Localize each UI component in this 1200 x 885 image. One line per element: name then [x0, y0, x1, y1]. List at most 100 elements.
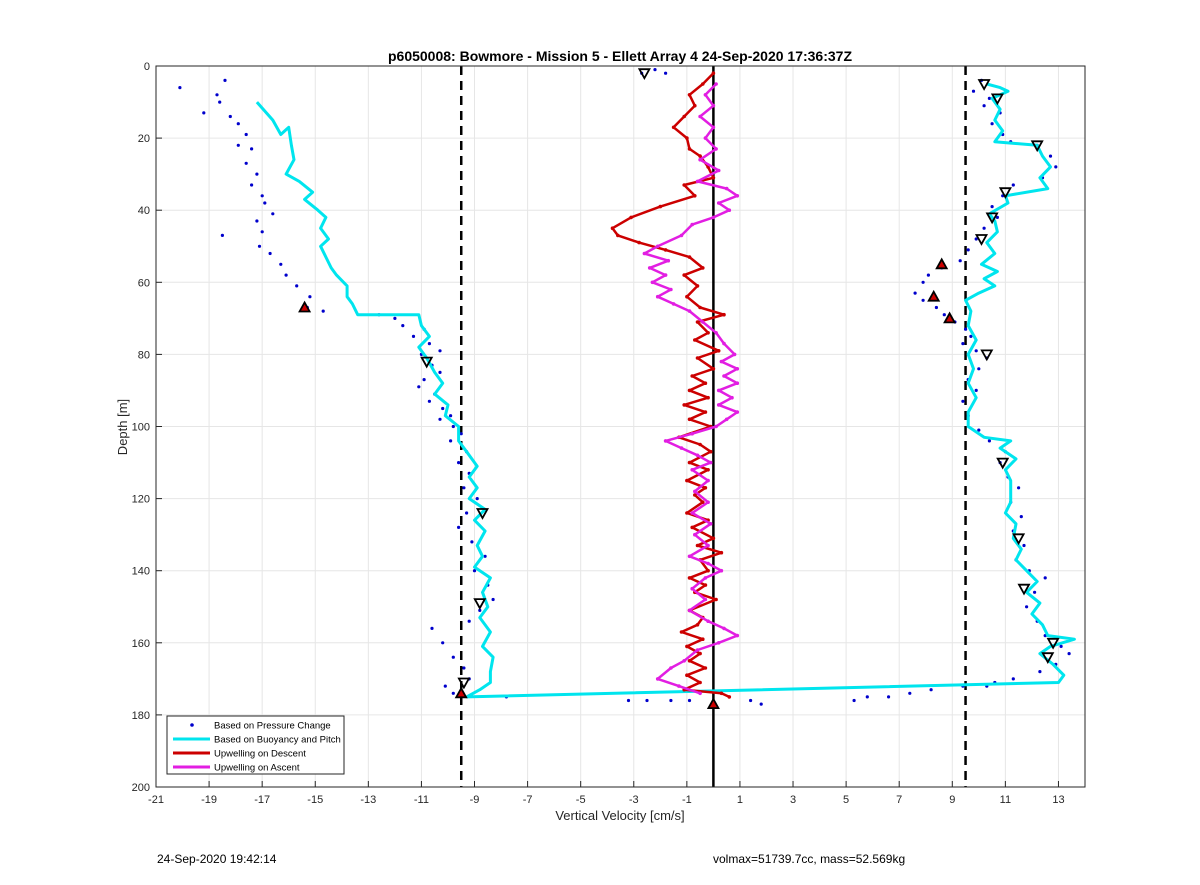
- data-point: [321, 309, 325, 313]
- y-tick-label: 0: [144, 61, 150, 73]
- data-point: [669, 287, 673, 292]
- data-point: [682, 273, 686, 277]
- data-point: [942, 313, 946, 317]
- data-point: [706, 478, 710, 483]
- tick-labels: -21 -19 -17 -15 -13 -11 -9 -7 -5 -3 -1 1 3 5 7 9 11 13020…: [132, 61, 1065, 806]
- x-tick-label: -1: [682, 794, 692, 806]
- data-point: [724, 417, 729, 422]
- data-point: [441, 406, 445, 411]
- data-point: [706, 619, 710, 623]
- data-point: [459, 432, 463, 436]
- data-point: [719, 568, 724, 573]
- data-point: [990, 205, 994, 209]
- data-point: [250, 183, 254, 187]
- data-point: [682, 183, 686, 187]
- data-point: [457, 461, 461, 465]
- data-point: [690, 511, 694, 515]
- footer-timestamp: 24-Sep-2020 19:42:14: [157, 852, 277, 866]
- data-point: [722, 626, 726, 631]
- data-point: [1022, 543, 1026, 548]
- data-point: [244, 161, 248, 165]
- x-tick-label: 9: [949, 794, 955, 806]
- x-tick-label: -19: [201, 794, 217, 806]
- data-point: [467, 619, 471, 623]
- x-tick-label: -17: [254, 794, 270, 806]
- data-point: [735, 410, 740, 414]
- y-axis-label: Depth [m]: [115, 399, 130, 455]
- data-point: [284, 273, 288, 277]
- downward-triangle-marker: [475, 508, 490, 520]
- data-point: [449, 439, 453, 443]
- data-point: [255, 219, 259, 223]
- data-point: [677, 684, 681, 688]
- series-line: [255, 82, 1076, 699]
- data-point: [987, 96, 992, 100]
- data-point: [438, 417, 442, 421]
- data-point: [708, 460, 713, 465]
- downward-triangle-marker: [1041, 652, 1055, 665]
- y-tick-label: 20: [138, 133, 150, 145]
- data-point: [708, 522, 713, 526]
- data-point: [268, 251, 272, 256]
- data-point: [257, 244, 262, 248]
- data-point: [1033, 590, 1037, 594]
- data-point: [687, 309, 692, 313]
- downward-triangle-marker: [985, 212, 999, 225]
- data-point: [1059, 644, 1063, 649]
- data-point: [693, 103, 697, 108]
- y-tick-label: 160: [132, 638, 150, 650]
- data-point: [215, 93, 219, 97]
- data-point: [714, 82, 718, 86]
- data-point: [658, 204, 663, 209]
- x-tick-label: -21: [148, 794, 164, 806]
- data-point: [706, 331, 710, 335]
- data-point: [470, 540, 474, 544]
- data-point: [655, 294, 660, 299]
- data-point: [685, 644, 689, 649]
- x-tick-label: 13: [1052, 794, 1064, 806]
- downward-triangle-marker: [420, 356, 434, 369]
- data-point: [695, 543, 700, 548]
- data-point: [735, 194, 740, 198]
- data-point: [716, 403, 721, 407]
- data-point: [722, 341, 726, 346]
- data-point: [462, 666, 466, 670]
- data-point: [687, 417, 692, 422]
- data-point: [722, 312, 726, 317]
- data-point: [279, 262, 283, 266]
- data-point: [669, 698, 673, 703]
- data-point: [716, 349, 721, 353]
- series-based-on-pressure-change: [178, 68, 1071, 706]
- data-point: [663, 273, 668, 277]
- data-point: [637, 240, 641, 245]
- data-point: [685, 478, 689, 483]
- data-point: [913, 291, 917, 295]
- data-point: [708, 449, 713, 454]
- data-point: [491, 597, 495, 602]
- data-point: [695, 356, 700, 360]
- data-point: [987, 439, 992, 443]
- data-point: [430, 626, 434, 631]
- data-point: [1067, 652, 1071, 656]
- data-point: [695, 623, 700, 627]
- data-point: [982, 104, 986, 108]
- data-point: [655, 677, 660, 681]
- data-point: [974, 388, 978, 392]
- x-tick-label: 11: [1000, 794, 1011, 806]
- y-tick-label: 80: [138, 349, 150, 361]
- data-point: [228, 114, 232, 119]
- legend-label: Upwelling on Ascent: [214, 763, 300, 774]
- data-point: [735, 381, 740, 386]
- data-point: [732, 352, 737, 357]
- data-point: [711, 125, 716, 130]
- data-point: [974, 349, 978, 353]
- downward-triangle-marker: [473, 598, 487, 610]
- y-tick-label: 120: [132, 494, 150, 506]
- x-tick-label: -7: [523, 794, 533, 806]
- data-point: [255, 172, 259, 176]
- data-point: [1011, 183, 1015, 187]
- legend-label: Based on Buoyancy and Pitch: [214, 735, 341, 746]
- data-point: [958, 259, 962, 263]
- x-tick-label: 7: [896, 794, 902, 806]
- x-axis-label: Vertical Velocity [cm/s]: [555, 808, 684, 823]
